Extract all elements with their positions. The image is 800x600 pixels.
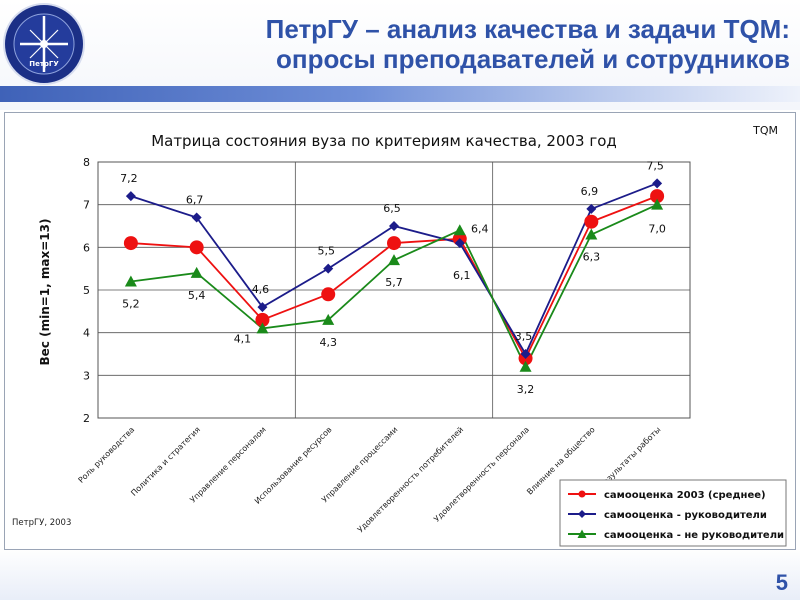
y-tick-label: 6 [83,241,90,254]
data-label: 4,3 [319,336,337,349]
x-category-label: Роль руководства [77,425,137,485]
data-point [519,360,532,372]
university-logo: ПетрГУ [3,3,85,85]
chart-frame [4,112,796,550]
y-tick-label: 3 [83,369,90,382]
data-point [124,275,137,287]
data-point [389,221,399,231]
chart-footer-note: ПетрГУ, 2003 [12,518,71,528]
legend-entry-label: самооценка - не руководители [604,530,784,541]
x-category-label: Управление персоналом [188,425,268,505]
data-label: 5,7 [385,276,403,289]
data-label: 6,4 [471,222,489,235]
data-point [257,302,268,313]
data-label: 5,5 [317,245,335,258]
data-point [189,240,204,255]
legend-entry-label: самооценка 2003 (среднее) [604,490,766,501]
chart-title: Матрица состояния вуза по критериям каче… [151,132,617,150]
legend-box [559,479,787,547]
x-category-label: Управление процессами [320,425,399,504]
slide-title-line-1: ПетрГУ – анализ качества и задачи TQM: [265,14,790,44]
x-category-label: Политика и стратегия [129,425,202,498]
slide-title: ПетрГУ – анализ качества и задачи TQM: о… [150,14,790,74]
legend-swatch-marker [578,490,586,498]
legend-swatch-marker [578,510,586,518]
data-point [387,236,401,251]
data-point [585,228,598,240]
svg-text:ПетрГУ: ПетрГУ [29,60,59,68]
page-number: 5 [775,570,788,595]
data-point [650,189,665,204]
data-label: 7,0 [648,223,666,236]
data-label: 6,7 [186,193,204,206]
data-labels: 7,2 6,7 4,6 5,5 6,5 6,1 3,5 6,9 7,5 5,2 5,4 4,1 4,3 5… [120,159,666,395]
data-point [321,287,336,302]
data-point [520,349,531,359]
data-point [123,236,138,251]
data-point [586,203,597,214]
data-point [125,191,136,202]
data-label: 5,2 [122,297,140,310]
legend-entry-label: самооценка - руководители [604,510,767,521]
header-accent-bar [0,86,800,102]
slide-bottom-shade [0,548,800,600]
data-point [256,322,269,334]
y-tick-label: 5 [83,284,90,297]
data-label: 5,4 [188,289,206,302]
data-point [651,198,664,210]
data-label: 3,5 [515,330,533,343]
data-label: 7,5 [646,159,664,172]
y-axis-ticks: 2 3 4 5 6 7 8 [83,156,90,425]
y-tick-label: 4 [83,327,90,340]
data-point [388,254,400,266]
x-category-label: Удовлетворенность потребителей [356,425,465,534]
data-label: 6,3 [583,251,601,264]
data-point [652,178,663,189]
data-label: 4,6 [252,283,270,296]
data-label: 4,1 [234,332,252,345]
series-markers [123,178,665,372]
legend-swatch-marker [577,529,587,538]
data-point [191,212,202,223]
data-label: 6,9 [581,185,599,198]
y-tick-label: 7 [83,199,90,212]
data-label: 6,1 [453,269,471,282]
y-axis-label: Вес (min=1, max=13) [38,219,52,366]
quality-matrix-chart: Матрица состояния вуза по критериям каче… [12,124,787,547]
data-label: 3,2 [517,383,535,396]
x-category-label: Использование ресурсов [253,425,334,506]
y-tick-label: 2 [83,412,90,425]
data-point [322,313,335,325]
data-point [454,238,465,249]
data-label: 6,5 [383,202,401,215]
data-point [584,214,599,229]
chart-legend: самооценка 2003 (среднее) самооценка - ру… [559,479,787,547]
data-point [323,263,334,274]
data-point [190,266,203,278]
data-label: 7,2 [120,172,138,185]
chart-corner-tag: TQM [752,124,778,137]
data-point [255,312,270,327]
slide-title-line-2: опросы преподавателей и сотрудников [276,44,790,74]
data-point [453,224,466,236]
y-tick-label: 8 [83,156,90,169]
